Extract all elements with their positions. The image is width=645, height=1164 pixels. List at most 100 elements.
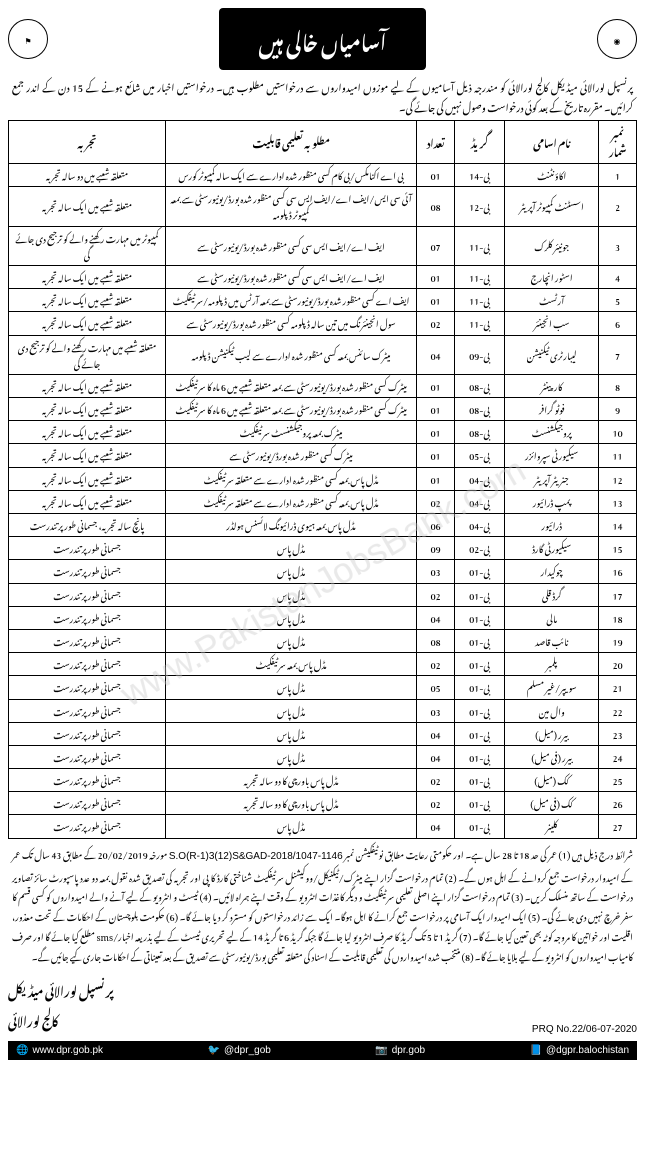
col-qty: تعداد (417, 121, 455, 164)
cell-qual: ایف اے/ایف ایس سی کسی منظور شدہ بورڈ/یون… (166, 226, 417, 265)
cell-qty: 01 (417, 398, 455, 421)
cell-qual: مڈل پاس (166, 676, 417, 699)
cell-sr: 13 (599, 490, 637, 513)
cell-qty: 04 (417, 335, 455, 374)
table-row: 7لیبارٹری ٹیکنیشنبی-0904میٹرک سائنس بمعہ… (9, 335, 637, 374)
cell-qty: 02 (417, 583, 455, 606)
cell-post: فوٹو گرافر (505, 398, 599, 421)
table-row: 26کک (فی میل)بی-0102مڈل پاس باورچی کا دو… (9, 792, 637, 815)
cell-sr: 9 (599, 398, 637, 421)
cell-qual: آئی سی ایس/ایف اے/ایف ایس سی کسی منظور ش… (166, 187, 417, 226)
cell-qty: 01 (417, 374, 455, 397)
col-qual: مطلوبہ تعلیمی قابلیت (166, 121, 417, 164)
cell-grade: بی-09 (454, 335, 504, 374)
cell-qual: بی اے اکنامکس/بی کام کسی منظور شدہ ادارے… (166, 164, 417, 187)
table-row: 5آرٹسٹبی-1101ایف اے کسی منظور شدہ بورڈ/ی… (9, 289, 637, 312)
cell-grade: بی-04 (454, 490, 504, 513)
cell-qty: 02 (417, 312, 455, 335)
instagram-text: dpr.gob (392, 1045, 425, 1056)
cell-post: اکاؤنٹنٹ (505, 164, 599, 187)
facebook-text: @dgpr.balochistan (546, 1045, 629, 1056)
cell-post: پمپ ڈرائیور (505, 490, 599, 513)
cell-grade: بی-11 (454, 312, 504, 335)
col-sr: نمبر شمار (599, 121, 637, 164)
cell-qual: مڈل پاس (166, 745, 417, 768)
cell-post: اسٹور انچارج (505, 265, 599, 288)
cell-exp: متعلقہ شعبے میں ایک سالہ تجربہ (9, 265, 166, 288)
cell-grade: بی-05 (454, 444, 504, 467)
cell-qual: میٹرک بمعہ پروجیکشنسٹ سرٹیفکیٹ (166, 421, 417, 444)
cell-exp: جسمانی طور پر تندرست (9, 537, 166, 560)
cell-sr: 18 (599, 606, 637, 629)
cell-exp: متعلقہ شعبے میں ایک سالہ تجربہ (9, 444, 166, 467)
cell-post: جنریٹر آپریٹر (505, 467, 599, 490)
cell-qual: مڈل پاس (166, 560, 417, 583)
terms-text: شرائط درج ذیل ہیں (1) عمر کی حد 18 تا 28… (8, 845, 637, 967)
cell-qty: 05 (417, 676, 455, 699)
cell-post: سویپر/غیر مسلم (505, 676, 599, 699)
intro-text: پرنسپل لورالائی میڈیکل کالج لورالائی کو … (8, 76, 637, 116)
cell-grade: بی-01 (454, 606, 504, 629)
table-row: 25کک (میل)بی-0102مڈل پاس باورچی کا دو سا… (9, 769, 637, 792)
cell-sr: 25 (599, 769, 637, 792)
table-row: 22وال مینبی-0103مڈل پاسجسمانی طور پر تند… (9, 699, 637, 722)
table-row: 13پمپ ڈرائیوربی-0402مڈل پاس بمعہ کسی منظ… (9, 490, 637, 513)
cell-sr: 2 (599, 187, 637, 226)
table-row: 16چوکیداربی-0103مڈل پاسجسمانی طور پر تند… (9, 560, 637, 583)
cell-qual: مڈل پاس (166, 722, 417, 745)
cell-grade: بی-01 (454, 676, 504, 699)
principal-line1: پرنسپل لورالائی میڈیکل (8, 975, 114, 1005)
cell-exp: جسمانی طور پر تندرست (9, 629, 166, 652)
cell-qty: 06 (417, 514, 455, 537)
page-title: آسامیاں خالی ہیں (219, 8, 427, 70)
terms-prefix: شرائط درج ذیل ہیں (1) عمر کی حد 18 تا 28… (343, 843, 633, 865)
cell-exp: جسمانی طور پر تندرست (9, 606, 166, 629)
cell-grade: بی-04 (454, 467, 504, 490)
cell-post: ڈرائیور (505, 514, 599, 537)
table-row: 15سیکیورٹی گارڈبی-0209مڈل پاسجسمانی طور … (9, 537, 637, 560)
cell-qty: 02 (417, 792, 455, 815)
cell-exp: جسمانی طور پر تندرست (9, 769, 166, 792)
cell-sr: 16 (599, 560, 637, 583)
cell-qty: 08 (417, 629, 455, 652)
table-row: 17گرڈ قلیبی-0102مڈل پاسجسمانی طور پر تند… (9, 583, 637, 606)
cell-grade: بی-04 (454, 514, 504, 537)
cell-grade: بی-01 (454, 722, 504, 745)
cell-post: سیکیورٹی گارڈ (505, 537, 599, 560)
cell-qty: 01 (417, 164, 455, 187)
cell-exp: متعلقہ شعبے میں ایک سالہ تجربہ (9, 421, 166, 444)
cell-post: سیکیورٹی سپروائزر (505, 444, 599, 467)
cell-post: مالی (505, 606, 599, 629)
cell-sr: 19 (599, 629, 637, 652)
cell-exp: متعلقہ شعبے میں ایک سالہ تجربہ (9, 374, 166, 397)
cell-grade: بی-12 (454, 187, 504, 226)
cell-qual: میٹرک کسی منظور شدہ بورڈ/یونیورسٹی سے (166, 444, 417, 467)
cell-exp: پانچ سالہ تجربہ، جسمانی طور پر تندرست (9, 514, 166, 537)
cell-qual: مڈل پاس باورچی کا دو سالہ تجربہ (166, 769, 417, 792)
table-header-row: نمبر شمار نام اسامی گریڈ تعداد مطلوبہ تع… (9, 121, 637, 164)
signature: پرنسپل لورالائی میڈیکل کالج لورالائی (8, 975, 114, 1035)
cell-qual: سول انجینئرنگ میں تین سالہ ڈپلومہ کسی من… (166, 312, 417, 335)
cell-post: نائب قاصد (505, 629, 599, 652)
cell-sr: 3 (599, 226, 637, 265)
cell-post: آرٹسٹ (505, 289, 599, 312)
cell-qty: 04 (417, 722, 455, 745)
cell-sr: 27 (599, 815, 637, 838)
principal-line2: کالج لورالائی (8, 1005, 114, 1035)
cell-grade: بی-11 (454, 226, 504, 265)
cell-qty: 03 (417, 699, 455, 722)
cell-grade: بی-01 (454, 583, 504, 606)
facebook-link: 📘 @dgpr.balochistan (530, 1045, 629, 1056)
cell-qual: مڈل پاس باورچی کا دو سالہ تجربہ (166, 792, 417, 815)
cell-sr: 7 (599, 335, 637, 374)
cell-sr: 11 (599, 444, 637, 467)
table-row: 8کارپینٹربی-0801میٹرک کسی منظور شدہ بورڈ… (9, 374, 637, 397)
cell-sr: 10 (599, 421, 637, 444)
table-row: 1اکاؤنٹنٹبی-1401بی اے اکنامکس/بی کام کسی… (9, 164, 637, 187)
cell-grade: بی-11 (454, 289, 504, 312)
cell-post: لیبارٹری ٹیکنیشن (505, 335, 599, 374)
cell-post: کارپینٹر (505, 374, 599, 397)
cell-post: کلینر (505, 815, 599, 838)
cell-sr: 4 (599, 265, 637, 288)
cell-qual: مڈل پاس (166, 815, 417, 838)
